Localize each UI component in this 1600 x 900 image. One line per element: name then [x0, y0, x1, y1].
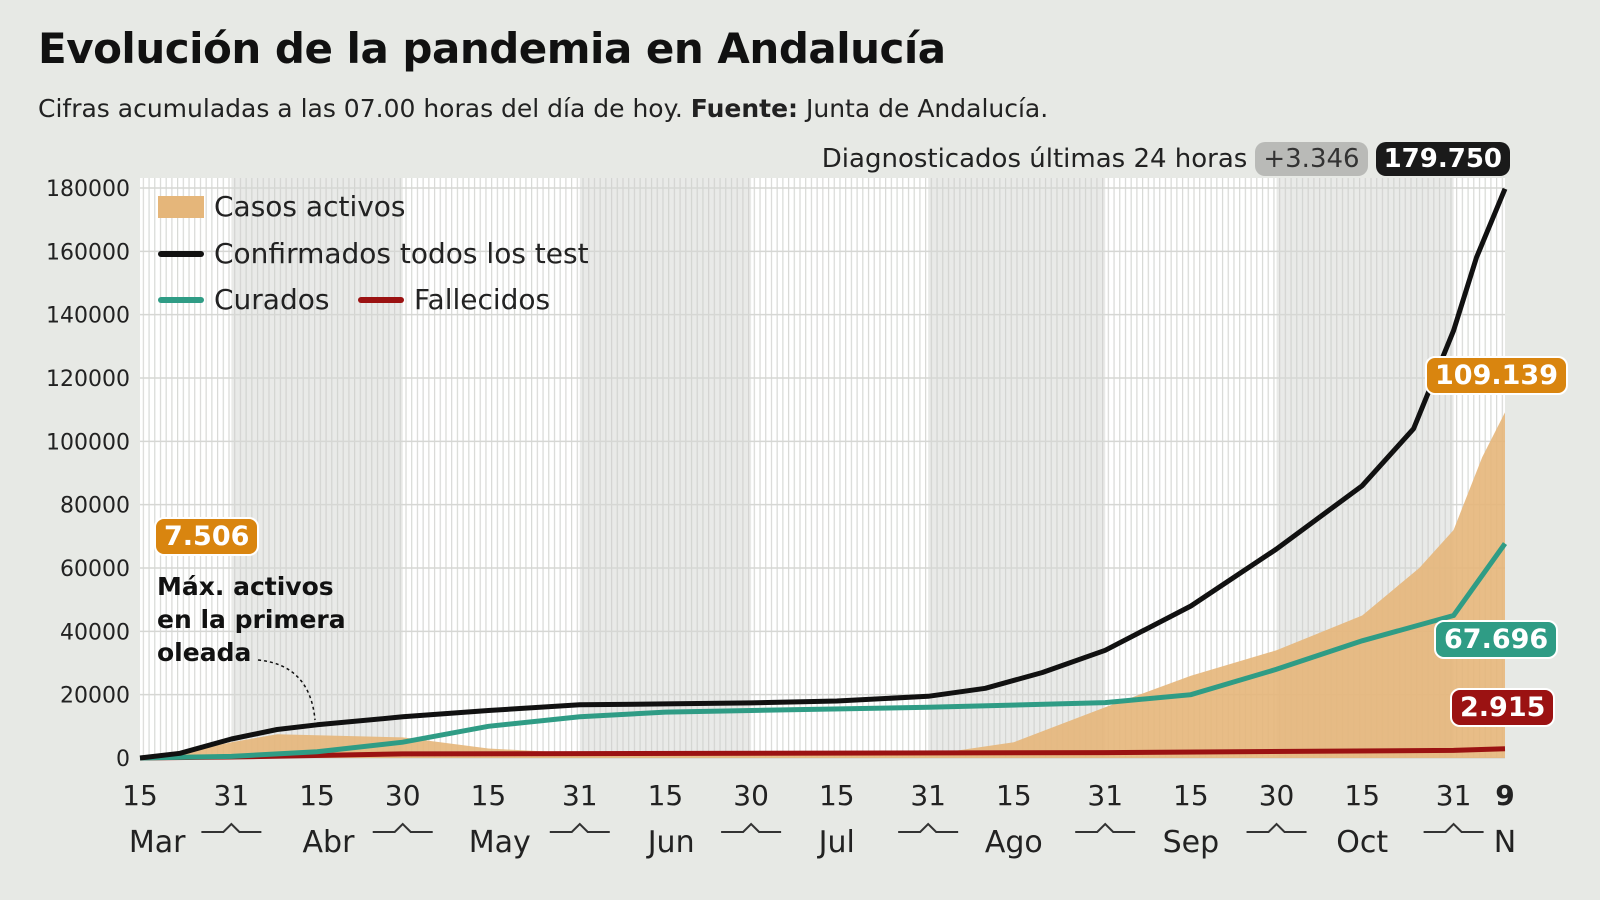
month-label: Sep — [1163, 825, 1220, 860]
y-tick-label: 160000 — [46, 240, 130, 265]
max-active-badge: 7.506 — [154, 517, 260, 556]
x-tick-label: 15 — [299, 779, 335, 812]
month-separator-icon — [1423, 822, 1484, 833]
legend-label: Curados — [214, 283, 330, 316]
month-label: Mar — [129, 825, 186, 860]
chart-subtitle: Cifras acumuladas a las 07.00 horas del … — [38, 94, 1048, 123]
activos-end-label: 109.139 — [1425, 356, 1568, 395]
subtitle-text: Cifras acumuladas a las 07.00 horas del … — [38, 94, 683, 123]
x-tick-label: 31 — [1436, 779, 1472, 812]
annotation-text: Máx. activos en la primera oleada — [157, 570, 346, 669]
header-stat-label: Diagnosticados últimas 24 horas — [821, 144, 1248, 174]
legend-label: Confirmados todos los test — [214, 237, 589, 270]
legend-swatch — [158, 195, 204, 218]
annotation-leader — [257, 659, 316, 721]
y-tick-label: 40000 — [60, 620, 130, 645]
y-tick-label: 180000 — [46, 177, 130, 202]
header-stat: Diagnosticados últimas 24 horas +3.346 1… — [822, 142, 1510, 176]
series-line-confirmados — [139, 187, 1508, 761]
month-label: Oct — [1336, 825, 1388, 860]
month-band — [231, 178, 403, 758]
y-tick-label: 100000 — [46, 430, 130, 455]
x-tick-label: 15 — [471, 779, 507, 812]
delta-badge: +3.346 — [1255, 142, 1368, 176]
x-tick-label: 30 — [385, 779, 421, 812]
y-tick-label: 140000 — [46, 304, 130, 329]
month-label: Jun — [646, 825, 695, 860]
x-tick-label: 31 — [214, 779, 250, 812]
legend-item-confirmados: Confirmados todos los test — [158, 237, 589, 270]
legend-item-curados: Curados — [158, 283, 329, 316]
x-tick-label: 31 — [1087, 779, 1123, 812]
month-separator-icon — [1246, 822, 1307, 833]
month-separator-icon — [898, 822, 959, 833]
month-separator-icon — [549, 822, 610, 833]
legend-label: Fallecidos — [414, 283, 551, 316]
x-tick-label: 15 — [648, 779, 684, 812]
legend-swatch — [158, 250, 204, 257]
month-label: N — [1494, 825, 1516, 860]
source-text: Junta de Andalucía. — [805, 94, 1049, 123]
x-tick-label: 15 — [1173, 779, 1209, 812]
y-tick-label: 0 — [116, 747, 130, 772]
legend-swatch — [358, 296, 404, 303]
month-separator-icon — [721, 822, 782, 833]
month-band — [928, 178, 1106, 758]
y-tick-label: 120000 — [46, 367, 130, 392]
series-line-curados — [139, 542, 1508, 761]
legend-item-fallecidos: Fallecidos — [358, 283, 550, 316]
month-label: May — [469, 825, 531, 860]
y-tick-label: 60000 — [60, 557, 130, 582]
legend-item-activos: Casos activos — [158, 190, 406, 223]
month-label: Jul — [817, 825, 855, 860]
total-badge: 179.750 — [1375, 142, 1510, 176]
legend-label: Casos activos — [214, 190, 406, 223]
y-tick-label: 20000 — [60, 684, 130, 709]
x-tick-label: 15 — [996, 779, 1032, 812]
annotation-line: en la primera — [157, 605, 346, 634]
chart-title: Evolución de la pandemia en Andalucía — [38, 24, 946, 73]
x-tick-label: 15 — [1344, 779, 1380, 812]
fallecidos-end-label: 2.915 — [1450, 688, 1556, 727]
annotation-line: oleada — [157, 638, 252, 667]
x-tick-label: 31 — [910, 779, 946, 812]
series-area-activos — [140, 412, 1505, 758]
x-tick-label: 15 — [819, 779, 855, 812]
month-separator-icon — [201, 822, 262, 833]
month-separator-icon — [1075, 822, 1136, 833]
x-tick-label: 9 — [1495, 779, 1514, 812]
y-tick-label: 80000 — [60, 494, 130, 519]
month-separator-icon — [372, 822, 433, 833]
annotation-line: Máx. activos — [157, 572, 334, 601]
x-tick-label: 30 — [1259, 779, 1295, 812]
legend-swatch — [158, 296, 204, 303]
x-tick-label: 15 — [122, 779, 158, 812]
x-tick-label: 30 — [733, 779, 769, 812]
x-tick-label: 31 — [562, 779, 598, 812]
curados-end-label: 67.696 — [1434, 620, 1559, 659]
source-label: Fuente: — [690, 94, 799, 123]
month-label: Abr — [303, 825, 356, 860]
month-band — [579, 178, 752, 758]
month-label: Ago — [985, 825, 1043, 860]
